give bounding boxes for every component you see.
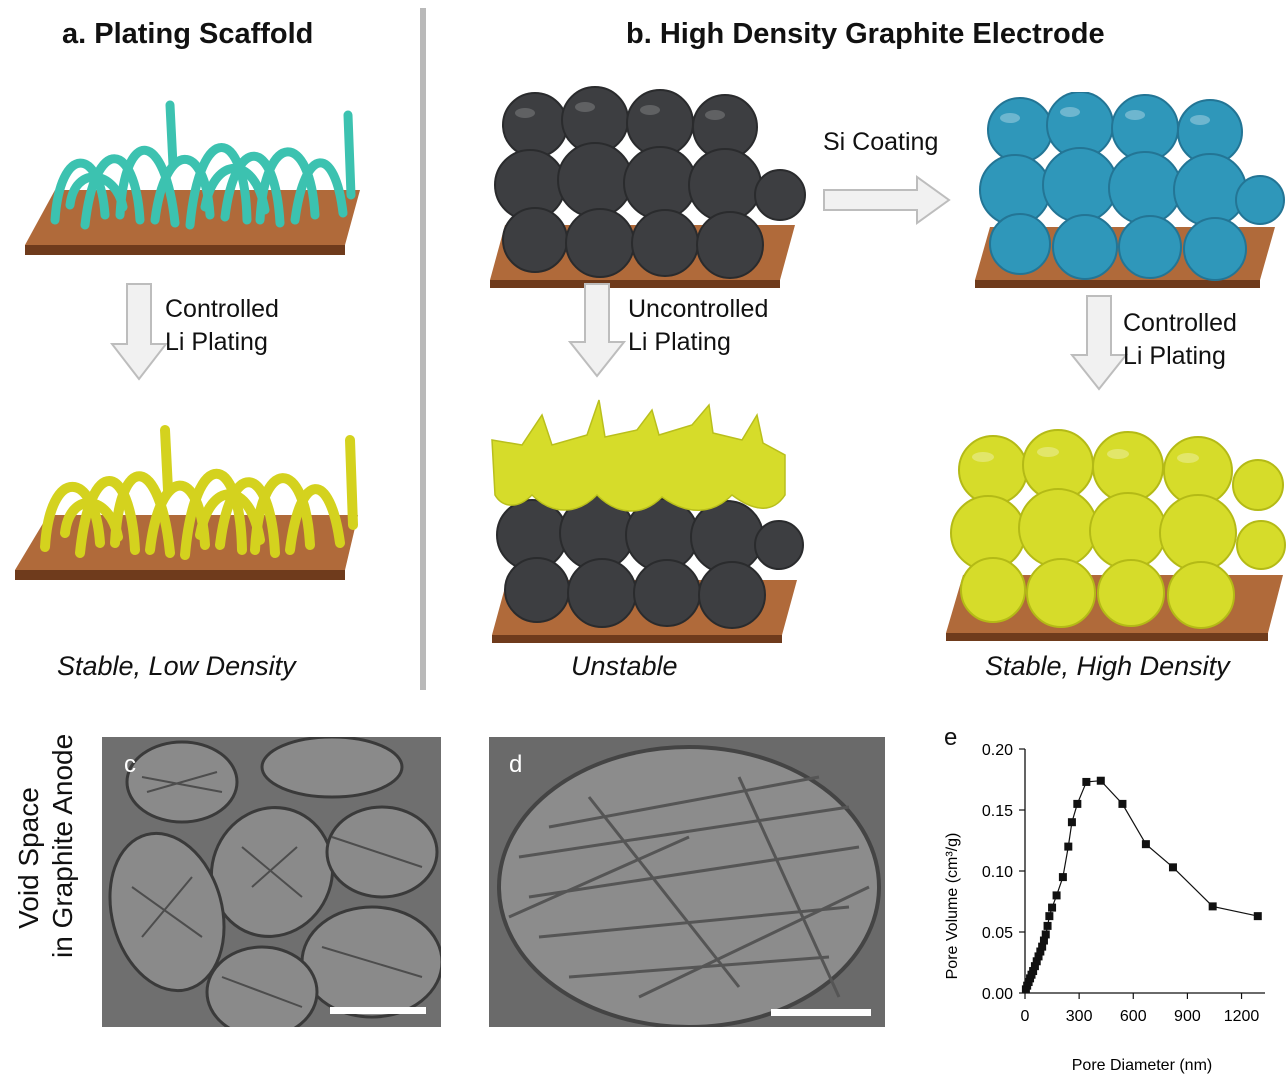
down-arrow-icon [568,283,626,378]
substrate-edge [975,280,1260,288]
graphite-particles [494,86,806,279]
panel-divider [420,8,426,690]
controlled-plating-label: Controlled Li Plating [1123,307,1237,373]
panel-a-title: a. Plating Scaffold [62,18,314,50]
data-point [1067,818,1076,827]
si-coated-particles [979,92,1285,281]
x-tick-label: 300 [1066,1008,1093,1025]
x-tick-label: 0 [1021,1008,1030,1025]
controlled-line1: Controlled [1123,309,1237,337]
data-point [1096,776,1105,785]
plated-fibers [40,425,358,560]
substrate-edge [25,245,345,255]
y-tick-label: 0.10 [982,864,1013,881]
right-arrow-icon [823,175,951,225]
data-point [1168,863,1177,872]
y-tick-label: 0.00 [982,986,1013,1003]
panel-a-caption: Stable, Low Density [57,651,296,681]
sem-image-d: d [489,737,885,1027]
si-coated-electrode-illustration [975,92,1285,288]
series-line [1025,780,1258,990]
down-arrow-icon [110,283,168,381]
substrate-edge [490,280,780,288]
data-point [1064,842,1073,851]
dendritic-lithium-layer [491,399,786,512]
stable-high-density-caption: Stable, High Density [985,651,1230,681]
scale-bar-d [771,1009,871,1016]
data-point [1141,840,1150,849]
plated-particles [950,429,1286,629]
panel-d-letter: d [509,751,523,778]
data-point [1073,799,1082,808]
uncontrolled-line2: Li Plating [628,328,731,356]
uncontrolled-line1: Uncontrolled [628,295,769,323]
x-tick-label: 1200 [1224,1008,1260,1025]
data-point [1030,962,1039,971]
data-point [1032,957,1041,966]
data-point [1058,873,1067,882]
x-axis-label: Pore Diameter (nm) [1072,1057,1212,1074]
uncontrolled-plating-label: Uncontrolled Li Plating [628,293,768,359]
panel-a-step-line1: Controlled [165,295,279,323]
sem-image-c: c [102,737,441,1027]
data-point [1034,952,1043,961]
chart-ticks: 0 300 600 900 1200 0.00 0.05 0.10 0.15 0.20 [982,742,1260,1025]
substrate-edge [946,633,1268,641]
y-tick-label: 0.15 [982,803,1013,820]
scaffold-fibers [50,100,356,230]
y-tick-label: 0.05 [982,925,1013,942]
chart-axes [1024,749,1265,994]
data-point [1253,912,1262,921]
scale-bar-c [330,1007,426,1014]
data-point [1048,903,1057,912]
panel-e-letter: e [944,724,958,751]
unstable-caption: Unstable [571,651,678,681]
y-axis-label: Pore Volume (cm³/g) [944,833,961,980]
plated-scaffold-illustration [15,425,358,580]
data-point [1036,947,1045,956]
row-label-line1: Void Space [13,787,44,929]
panel-a-step-label: Controlled Li Plating [165,293,279,359]
data-point [1118,799,1127,808]
si-coating-label: Si Coating [823,128,939,156]
scaffold-illustration [25,100,360,255]
data-point [1082,777,1091,786]
row-label-line2: in Graphite Anode [47,733,78,958]
data-point [1052,891,1061,900]
x-tick-label: 600 [1120,1008,1147,1025]
controlled-line2: Li Plating [1123,342,1226,370]
graphite-electrode-illustration [490,86,806,288]
void-space-row-label: Void Space in Graphite Anode [12,733,80,958]
data-point [1041,930,1050,939]
panel-b-title: b. High Density Graphite Electrode [626,18,1105,50]
data-point [1043,921,1052,930]
data-point [1029,967,1038,976]
data-point [1038,942,1047,951]
data-point [1045,912,1054,921]
x-tick-label: 900 [1174,1008,1201,1025]
substrate-edge [492,635,782,643]
sem-texture-c [102,737,441,1027]
y-tick-label: 0.20 [982,742,1013,759]
substrate-edge [15,570,345,580]
stable-plating-illustration [946,429,1286,641]
down-arrow-icon [1070,295,1128,391]
data-point [1039,936,1048,945]
data-point [1208,902,1217,911]
panel-a-step-line2: Li Plating [165,328,268,356]
panel-c-letter: c [124,751,136,778]
sem-texture-d [489,737,885,1027]
graphite-particles [496,495,804,629]
pore-volume-chart: 0 300 600 900 1200 0.00 0.05 0.10 0.15 0.20 Pore … [944,742,1265,1074]
unstable-plating-illustration [491,399,804,643]
series-points [1021,776,1262,994]
